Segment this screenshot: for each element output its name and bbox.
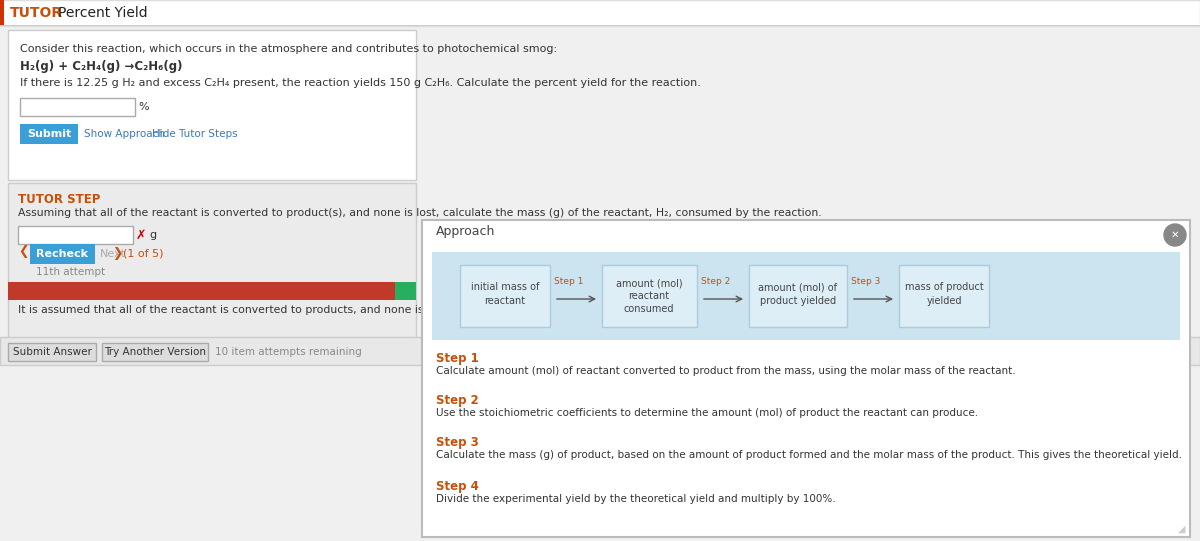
- Text: Step 3: Step 3: [851, 276, 881, 286]
- Text: Consider this reaction, which occurs in the atmosphere and contributes to photoc: Consider this reaction, which occurs in …: [20, 44, 557, 54]
- Text: Step 2: Step 2: [701, 276, 731, 286]
- Bar: [460, 265, 550, 327]
- Text: Calculate amount (mol) of reactant converted to product from the mass, using the: Calculate amount (mol) of reactant conve…: [436, 366, 1015, 376]
- Text: Next: Next: [100, 249, 126, 259]
- Text: g: g: [149, 230, 156, 240]
- Circle shape: [1164, 224, 1186, 246]
- Text: Step 1: Step 1: [436, 352, 479, 365]
- Bar: [422, 220, 1190, 537]
- Bar: [0, 0, 1200, 26]
- Bar: [102, 343, 208, 361]
- Text: Use the stoichiometric coefficients to determine the amount (mol) of product the: Use the stoichiometric coefficients to d…: [436, 408, 978, 418]
- Text: %: %: [138, 102, 149, 112]
- Text: Divide the experimental yield by the theoretical yield and multiply by 100%.: Divide the experimental yield by the the…: [436, 494, 835, 504]
- Text: Submit: Submit: [26, 129, 71, 139]
- Text: 11th attempt: 11th attempt: [36, 267, 106, 277]
- Text: mass of product: mass of product: [905, 282, 983, 292]
- Text: Step 3: Step 3: [436, 436, 479, 449]
- Text: Submit Answer: Submit Answer: [12, 347, 91, 357]
- Bar: [30, 244, 95, 264]
- Bar: [18, 226, 133, 244]
- Bar: [20, 124, 78, 144]
- Text: Hide Tutor Steps: Hide Tutor Steps: [152, 129, 238, 139]
- Text: Step 1: Step 1: [554, 276, 583, 286]
- Text: ◢: ◢: [1177, 524, 1186, 534]
- Bar: [0, 25, 1200, 26]
- Bar: [8, 30, 416, 180]
- Text: 10 item attempts remaining: 10 item attempts remaining: [215, 347, 361, 357]
- Text: Calculate the mass (g) of product, based on the amount of product formed and the: Calculate the mass (g) of product, based…: [436, 450, 1182, 460]
- Text: Show Approach: Show Approach: [84, 129, 166, 139]
- Bar: [432, 252, 1180, 340]
- Text: Recheck: Recheck: [36, 249, 88, 259]
- Text: TUTOR: TUTOR: [10, 6, 64, 20]
- Text: consumed: consumed: [624, 304, 674, 314]
- Bar: [899, 265, 989, 327]
- Text: H₂(g) + C₂H₄(g) →C₂H₆(g): H₂(g) + C₂H₄(g) →C₂H₆(g): [20, 60, 182, 73]
- Bar: [8, 282, 403, 300]
- Text: (1 of 5): (1 of 5): [124, 249, 163, 259]
- Text: initial mass of: initial mass of: [470, 282, 539, 292]
- Text: TUTOR STEP: TUTOR STEP: [18, 193, 101, 206]
- Text: Assuming that all of the reactant is converted to product(s), and none is lost, : Assuming that all of the reactant is con…: [18, 208, 822, 218]
- Bar: [20, 98, 134, 116]
- Text: amount (mol): amount (mol): [616, 278, 683, 288]
- Bar: [8, 183, 416, 338]
- Text: yielded: yielded: [926, 296, 961, 306]
- Bar: [749, 265, 847, 327]
- Text: product yielded: product yielded: [760, 296, 836, 306]
- Text: Step 4: Step 4: [436, 480, 479, 493]
- Text: Step 2: Step 2: [436, 394, 479, 407]
- Text: ✗: ✗: [136, 228, 146, 241]
- Bar: [602, 265, 697, 327]
- Text: If there is 12.25 g H₂ and excess C₂H₄ present, the reaction yields 150 g C₂H₆. : If there is 12.25 g H₂ and excess C₂H₄ p…: [20, 78, 701, 88]
- Text: amount (mol) of: amount (mol) of: [758, 282, 838, 292]
- Text: ❯: ❯: [112, 247, 122, 261]
- Bar: [8, 343, 96, 361]
- Text: reactant: reactant: [485, 296, 526, 306]
- Text: Approach: Approach: [436, 226, 496, 239]
- Bar: [395, 282, 416, 300]
- Text: It is assumed that all of the reactant is converted to products, and none is los: It is assumed that all of the reactant i…: [18, 305, 450, 315]
- Text: ❮: ❮: [18, 246, 29, 259]
- Text: ✕: ✕: [1171, 230, 1180, 240]
- Bar: [0, 0, 4, 26]
- Bar: [0, 337, 1200, 365]
- Text: Percent Yield: Percent Yield: [58, 6, 148, 20]
- Text: Try Another Version: Try Another Version: [104, 347, 206, 357]
- Text: reactant: reactant: [629, 291, 670, 301]
